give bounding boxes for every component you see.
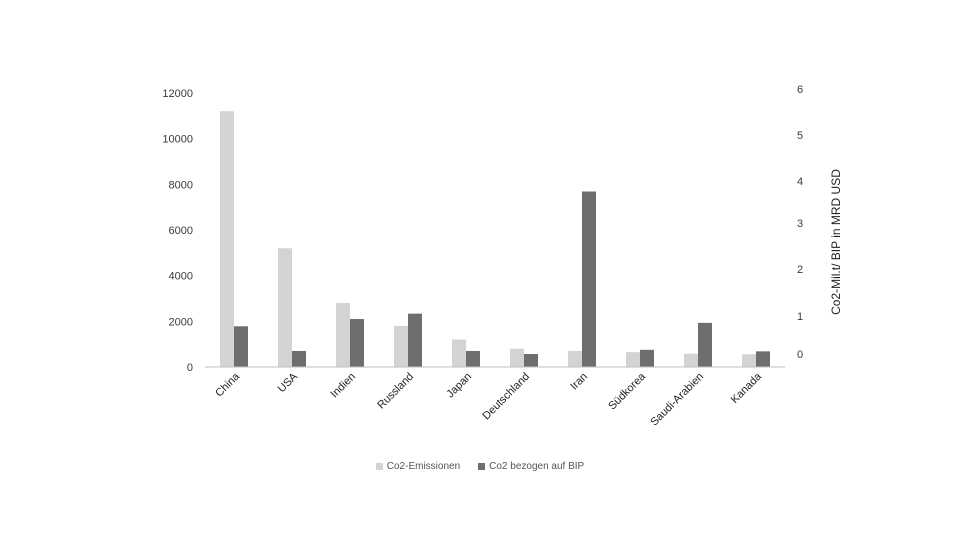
bar-emissions (684, 353, 698, 367)
category-label: China (213, 370, 242, 399)
bar-emissions (568, 351, 582, 367)
bar-gdp (234, 326, 248, 367)
category-label: Deutschland (480, 371, 532, 423)
left-axis-ticks: 0 2000 4000 6000 8000 10000 12000 (162, 88, 193, 374)
bar-emissions (336, 303, 350, 367)
bar-gdp (640, 349, 654, 367)
legend-item-gdp: Co2 bezogen auf BIP (478, 461, 584, 472)
category-label: Saudi-Arabien (648, 371, 706, 429)
bar-emissions (452, 339, 466, 367)
legend-item-emissions: Co2-Emissionen (375, 461, 461, 472)
right-axis-ticks: 0 1 2 3 4 5 6 (797, 84, 803, 361)
category-label: Indien (328, 371, 358, 401)
bar-gdp (756, 351, 770, 367)
bar-emissions (220, 111, 234, 368)
category-label: Kanada (729, 370, 765, 406)
bar-emissions (626, 352, 640, 367)
bar-emissions (510, 348, 524, 367)
bar-gdp (292, 350, 306, 367)
left-tick-label: 10000 (162, 134, 193, 146)
legend: Co2-Emissionen Co2 bezogen auf BIP (0, 461, 960, 472)
right-tick-label: 3 (797, 218, 803, 230)
right-axis-title: Co2-Mil.t/ BIP in MRD USD (829, 169, 843, 315)
left-tick-label: 12000 (162, 88, 193, 100)
bar-gdp (698, 322, 712, 367)
right-tick-label: 2 (797, 264, 803, 276)
category-labels: China USA Indien Russland Japan Deutschland Ir… (213, 370, 764, 428)
bar-gdp (408, 313, 422, 367)
left-tick-label: 8000 (169, 179, 193, 191)
legend-label-gdp: Co2 bezogen auf BIP (489, 461, 585, 472)
right-tick-label: 0 (797, 349, 803, 361)
legend-swatch-emissions (375, 463, 383, 470)
bar-emissions (394, 325, 408, 367)
right-tick-label: 5 (797, 130, 803, 142)
bars (220, 111, 770, 368)
right-tick-label: 1 (797, 311, 803, 323)
right-tick-label: 6 (797, 84, 803, 96)
left-tick-label: 0 (187, 362, 193, 374)
category-label: USA (276, 370, 301, 395)
left-tick-label: 6000 (169, 225, 193, 237)
legend-swatch-gdp (478, 463, 486, 470)
bar-gdp (582, 191, 596, 367)
bar-gdp (350, 319, 364, 367)
bar-emissions (742, 354, 756, 367)
left-tick-label: 2000 (169, 316, 193, 328)
category-label: Iran (568, 371, 590, 393)
bar-emissions (278, 248, 292, 367)
category-label: Russland (375, 371, 416, 412)
right-tick-label: 4 (797, 176, 803, 188)
left-tick-label: 4000 (169, 271, 193, 283)
category-label: Japan (444, 371, 474, 401)
bar-gdp (524, 354, 538, 367)
category-label: Südkorea (606, 370, 648, 412)
bar-gdp (466, 350, 480, 367)
legend-label-emissions: Co2-Emissionen (386, 461, 461, 472)
